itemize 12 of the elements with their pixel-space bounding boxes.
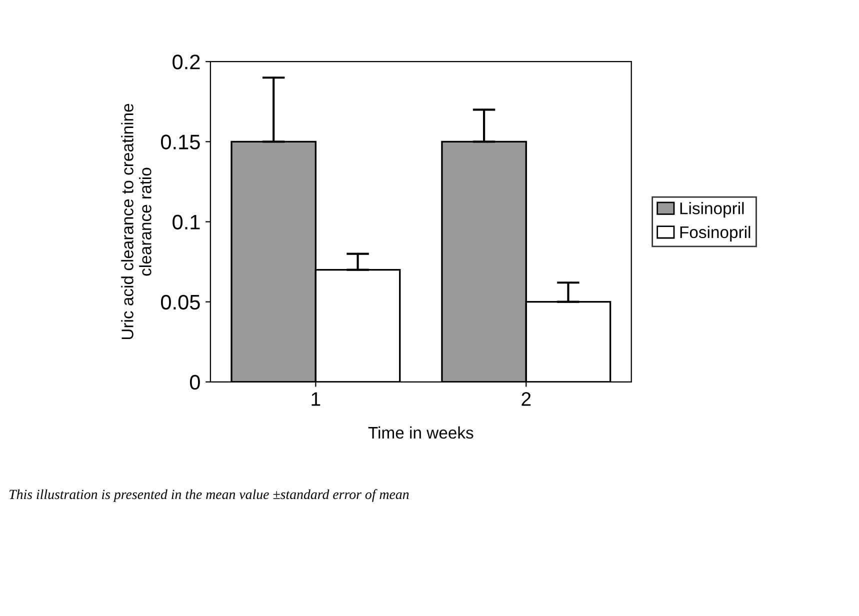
y-axis-title: Uric acid clearance to creatinine clearance ratio bbox=[121, 104, 152, 340]
x-tick-label: 2 bbox=[522, 392, 531, 406]
y-tick-label: 0.05 bbox=[161, 294, 200, 310]
y-tick-label: 0.1 bbox=[172, 214, 200, 230]
text: This illustration is presented in the mean value ±standard error of mean bbox=[10, 489, 409, 502]
legend-label: Fosinopril bbox=[680, 226, 750, 242]
y-tick-label: 0 bbox=[190, 374, 200, 390]
y-tick-label: 0.15 bbox=[161, 134, 200, 150]
legend-label: Lisinopril bbox=[680, 202, 744, 218]
x-axis-title: Time in weeks bbox=[368, 426, 474, 439]
y-tick-label: 0.2 bbox=[172, 54, 200, 70]
x-tick-label: 1 bbox=[312, 392, 320, 406]
